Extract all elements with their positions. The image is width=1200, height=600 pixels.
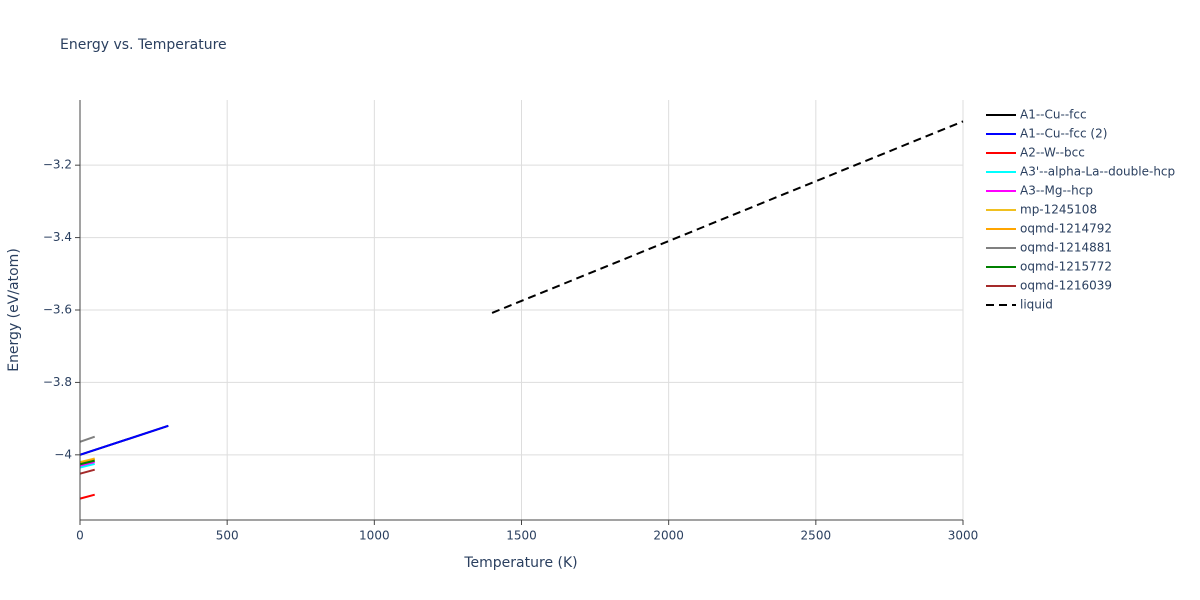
legend-label: oqmd-1214792 (1020, 222, 1112, 236)
x-axis-title: Temperature (K) (463, 555, 577, 571)
plot-area (79, 120, 964, 500)
legend-label: A3'--alpha-La--double-hcp (1020, 165, 1175, 179)
series-line (79, 424, 169, 456)
series-line (79, 435, 96, 443)
series-line (491, 120, 964, 314)
x-tick-label: 3000 (948, 529, 979, 543)
y-tick-label: −4 (54, 447, 72, 461)
legend-label: A1--Cu--fcc (2) (1020, 127, 1107, 141)
legend-label: oqmd-1215772 (1020, 260, 1112, 274)
series-line (79, 493, 95, 500)
grid (75, 100, 964, 525)
x-tick-label: 1500 (506, 529, 537, 543)
series-line (79, 458, 95, 464)
y-tick-label: −3.2 (43, 158, 72, 172)
x-tick-label: 1000 (359, 529, 390, 543)
series-line (79, 462, 95, 469)
legend-label: oqmd-1214881 (1020, 241, 1112, 255)
series-line (79, 468, 95, 475)
y-tick-label: −3.4 (43, 230, 72, 244)
legend-label: A2--W--bcc (1020, 146, 1085, 160)
series-line (79, 459, 95, 466)
y-tick-label: −3.8 (43, 375, 72, 389)
x-tick-label: 500 (216, 529, 239, 543)
legend-label: oqmd-1216039 (1020, 279, 1112, 293)
y-axis-title: Energy (eV/atom) (6, 248, 22, 372)
y-tick-label: −3.6 (43, 303, 72, 317)
x-tick-label: 2000 (653, 529, 684, 543)
chart-title: Energy vs. Temperature (60, 37, 227, 53)
series-line (79, 461, 95, 467)
x-tick-label: 2500 (801, 529, 832, 543)
legend-label: mp-1245108 (1020, 203, 1097, 217)
legend-label: liquid (1020, 298, 1053, 312)
x-tick-label: 0 (76, 529, 84, 543)
legend: A1--Cu--fcc A1--Cu--fcc (2) A2--W--bcc A3'-… (986, 108, 1175, 312)
legend-label: A1--Cu--fcc (1020, 108, 1087, 122)
legend-label: A3--Mg--hcp (1020, 184, 1093, 198)
